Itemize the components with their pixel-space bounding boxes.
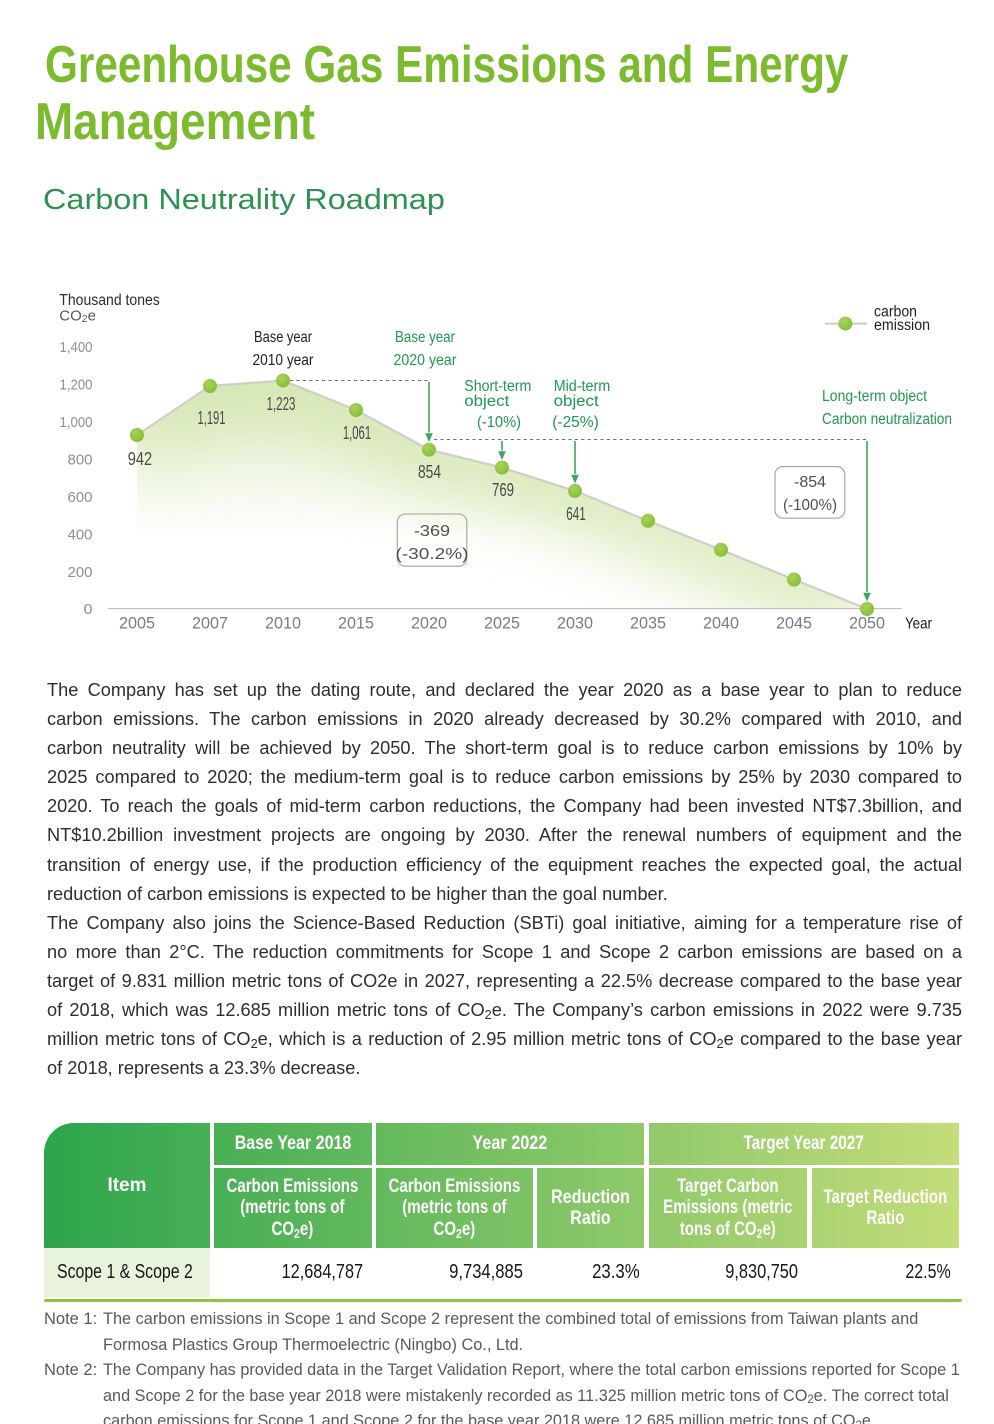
svg-text:2040: 2040 bbox=[703, 614, 739, 633]
svg-text:800: 800 bbox=[68, 451, 93, 468]
svg-text:1,191: 1,191 bbox=[198, 408, 226, 428]
svg-text:2030: 2030 bbox=[557, 614, 593, 633]
svg-text:-369: -369 bbox=[414, 523, 450, 540]
svg-text:641: 641 bbox=[566, 504, 586, 524]
svg-text:854: 854 bbox=[418, 462, 441, 482]
svg-text:(-30.2%): (-30.2%) bbox=[396, 546, 469, 563]
svg-text:Mid-term: Mid-term bbox=[554, 378, 611, 395]
svg-text:2050: 2050 bbox=[849, 614, 885, 633]
svg-text:600: 600 bbox=[68, 489, 93, 506]
svg-text:2035: 2035 bbox=[630, 614, 666, 633]
svg-text:2015: 2015 bbox=[338, 614, 374, 633]
svg-text:2020 year: 2020 year bbox=[394, 352, 457, 369]
svg-text:Year: Year bbox=[905, 616, 933, 633]
svg-text:Short-term: Short-term bbox=[464, 378, 531, 395]
svg-text:object: object bbox=[464, 393, 510, 410]
svg-text:0: 0 bbox=[84, 601, 93, 618]
svg-text:769: 769 bbox=[492, 480, 514, 500]
svg-text:carbon: carbon bbox=[874, 303, 917, 320]
svg-text:Base year: Base year bbox=[254, 329, 312, 346]
svg-text:-854: -854 bbox=[794, 474, 826, 491]
svg-text:Carbon neutralization: Carbon neutralization bbox=[822, 411, 952, 428]
svg-text:2045: 2045 bbox=[776, 614, 812, 633]
svg-text:1,000: 1,000 bbox=[60, 414, 93, 431]
svg-text:942: 942 bbox=[128, 449, 152, 469]
svg-text:1,061: 1,061 bbox=[343, 423, 371, 443]
svg-text:2020: 2020 bbox=[411, 614, 447, 633]
svg-text:Base year: Base year bbox=[395, 329, 455, 346]
svg-text:2010 year: 2010 year bbox=[253, 352, 314, 369]
svg-text:2007: 2007 bbox=[192, 614, 228, 633]
svg-text:object: object bbox=[554, 393, 600, 410]
svg-text:1,200: 1,200 bbox=[60, 376, 93, 393]
svg-text:(-25%): (-25%) bbox=[552, 414, 599, 431]
svg-text:CO2e: CO2e bbox=[59, 308, 96, 326]
svg-text:2005: 2005 bbox=[119, 614, 155, 633]
svg-text:2025: 2025 bbox=[484, 614, 520, 633]
svg-text:emission: emission bbox=[874, 317, 930, 334]
svg-text:1,223: 1,223 bbox=[267, 394, 296, 414]
svg-text:Thousand tones: Thousand tones bbox=[59, 292, 160, 309]
svg-text:2010: 2010 bbox=[265, 614, 301, 633]
svg-text:Long-term object: Long-term object bbox=[822, 388, 928, 405]
svg-text:(-100%): (-100%) bbox=[783, 497, 837, 514]
svg-text:200: 200 bbox=[68, 564, 93, 581]
svg-text:(-10%): (-10%) bbox=[477, 414, 521, 431]
svg-text:1,400: 1,400 bbox=[60, 339, 93, 356]
svg-text:400: 400 bbox=[68, 526, 93, 543]
